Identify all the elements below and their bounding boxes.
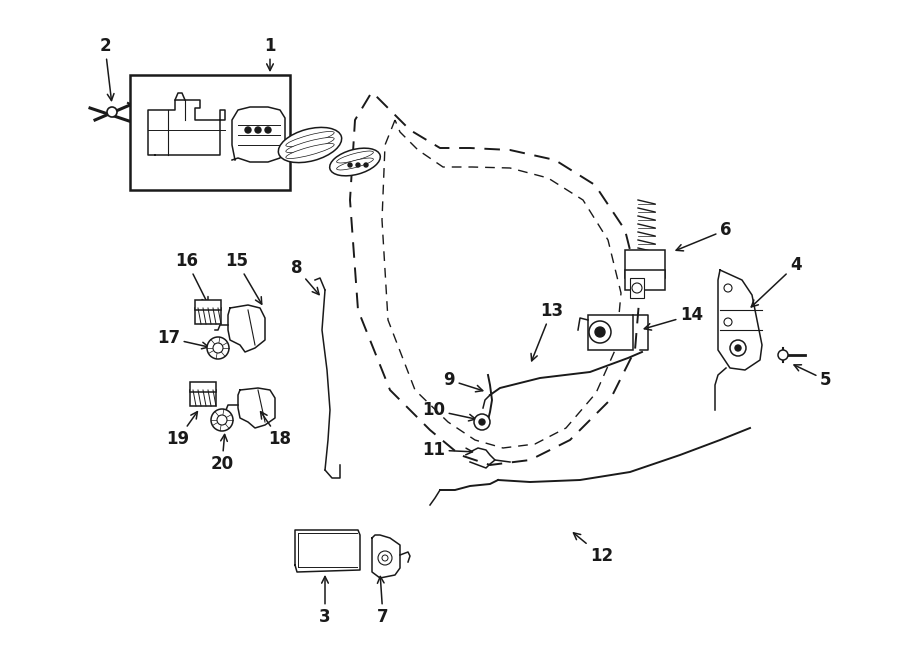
Circle shape <box>724 284 732 292</box>
Ellipse shape <box>286 132 334 147</box>
Text: 11: 11 <box>422 441 472 459</box>
Circle shape <box>778 350 788 360</box>
Circle shape <box>107 107 117 117</box>
Ellipse shape <box>337 158 374 170</box>
Text: 5: 5 <box>794 365 832 389</box>
Circle shape <box>724 318 732 326</box>
Circle shape <box>474 414 490 430</box>
Text: 2: 2 <box>99 37 114 100</box>
Circle shape <box>356 163 360 167</box>
Text: 15: 15 <box>225 252 262 304</box>
Bar <box>625 270 665 290</box>
Circle shape <box>479 419 485 425</box>
Circle shape <box>595 327 605 337</box>
Ellipse shape <box>286 137 334 153</box>
Circle shape <box>211 409 233 431</box>
Circle shape <box>217 415 227 425</box>
Circle shape <box>735 345 741 351</box>
Circle shape <box>378 551 392 565</box>
Bar <box>588 315 633 350</box>
Text: 3: 3 <box>320 576 331 626</box>
Circle shape <box>348 163 352 167</box>
Ellipse shape <box>329 148 381 176</box>
Ellipse shape <box>286 143 334 159</box>
Circle shape <box>213 343 223 353</box>
Bar <box>630 278 644 298</box>
Text: 18: 18 <box>261 412 291 448</box>
Text: 14: 14 <box>644 306 703 330</box>
Circle shape <box>255 127 261 133</box>
Bar <box>625 250 665 278</box>
Text: 1: 1 <box>265 37 275 71</box>
Text: 19: 19 <box>166 412 197 448</box>
Text: 17: 17 <box>157 329 209 349</box>
Bar <box>130 75 290 190</box>
Circle shape <box>364 163 368 167</box>
Circle shape <box>730 340 746 356</box>
Bar <box>190 390 216 406</box>
Text: 13: 13 <box>531 302 563 361</box>
Circle shape <box>632 283 642 293</box>
Bar <box>195 300 221 310</box>
Text: 16: 16 <box>175 252 208 304</box>
Ellipse shape <box>278 128 342 163</box>
Text: 9: 9 <box>444 371 482 392</box>
Bar <box>195 308 221 324</box>
Circle shape <box>265 127 271 133</box>
Text: 7: 7 <box>377 576 389 626</box>
Text: 10: 10 <box>422 401 475 421</box>
Text: 4: 4 <box>752 256 802 307</box>
Text: 6: 6 <box>676 221 732 251</box>
Ellipse shape <box>337 151 374 163</box>
Bar <box>190 382 216 392</box>
Text: 12: 12 <box>573 533 613 565</box>
Text: 8: 8 <box>291 259 319 295</box>
Text: 20: 20 <box>211 434 234 473</box>
Circle shape <box>245 127 251 133</box>
Circle shape <box>382 555 388 561</box>
Circle shape <box>589 321 611 343</box>
Circle shape <box>207 337 229 359</box>
